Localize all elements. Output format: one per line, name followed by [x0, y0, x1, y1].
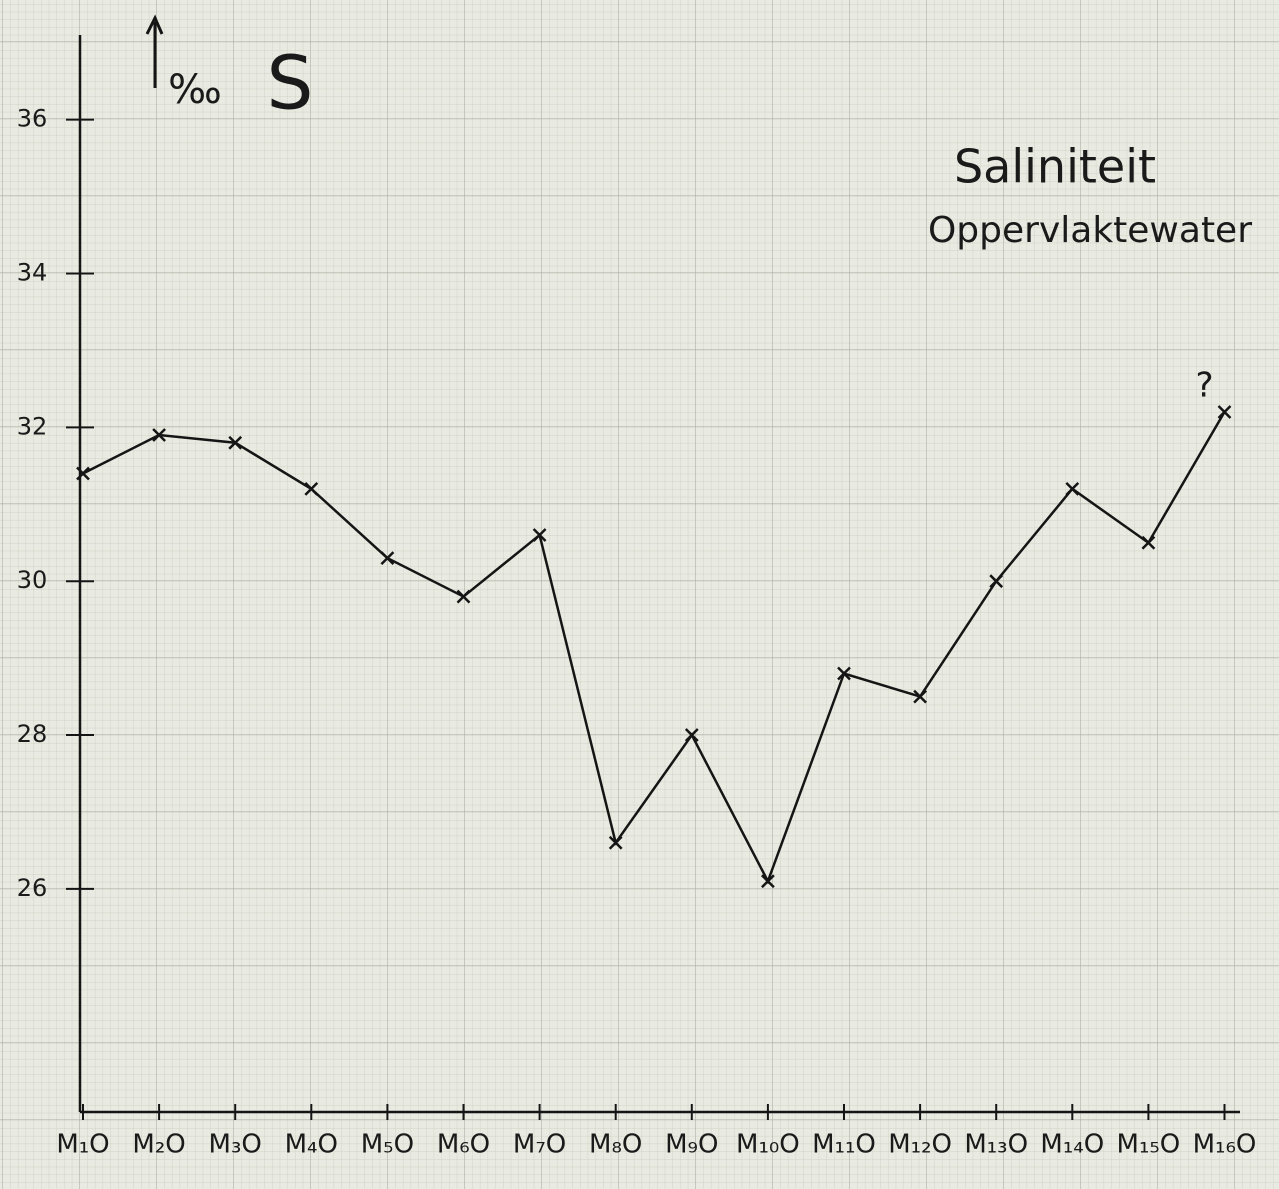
x-tick-label: M₁₄O — [1040, 1130, 1104, 1160]
page: ‰ S Saliniteit Oppervlaktewater 26 28 30 32… — [0, 0, 1279, 1189]
y-symbol: S — [267, 41, 314, 127]
x-tick-label: M₆O — [437, 1130, 490, 1160]
x-tick-label: M₁₁O — [812, 1130, 876, 1160]
x-tick-label: M₉O — [665, 1130, 718, 1160]
x-tick-label: M₁O — [56, 1130, 109, 1160]
x-tick-label: M₇O — [513, 1130, 566, 1160]
y-tick-label: 26 — [17, 874, 48, 902]
x-tick-label: M₁₂O — [888, 1130, 952, 1160]
x-tick-label: M₂O — [132, 1130, 185, 1160]
x-tick-label: M₁₆O — [1193, 1130, 1257, 1160]
x-tick-label: M₁₃O — [964, 1130, 1028, 1160]
x-tick-label: M₁₅O — [1117, 1130, 1181, 1160]
y-tick-label: 28 — [17, 720, 48, 748]
y-label: ‰ — [168, 67, 222, 113]
x-tick-label: M₅O — [361, 1130, 414, 1160]
x-tick-label: M₃O — [209, 1130, 262, 1160]
annotation: ? — [1195, 365, 1213, 405]
y-tick-label: 32 — [17, 412, 48, 440]
chart: ‰ S Saliniteit Oppervlaktewater 26 28 30 32… — [0, 0, 1279, 1189]
y-tick-label: 30 — [17, 566, 48, 594]
y-tick-label: 36 — [17, 105, 48, 133]
x-tick-label: M₄O — [285, 1130, 338, 1160]
chart-title: Saliniteit — [954, 140, 1156, 194]
y-tick-label: 34 — [17, 258, 48, 286]
x-tick-label: M₈O — [589, 1130, 642, 1160]
chart-subtitle: Oppervlaktewater — [928, 210, 1252, 251]
x-tick-label: M₁₀O — [736, 1130, 800, 1160]
